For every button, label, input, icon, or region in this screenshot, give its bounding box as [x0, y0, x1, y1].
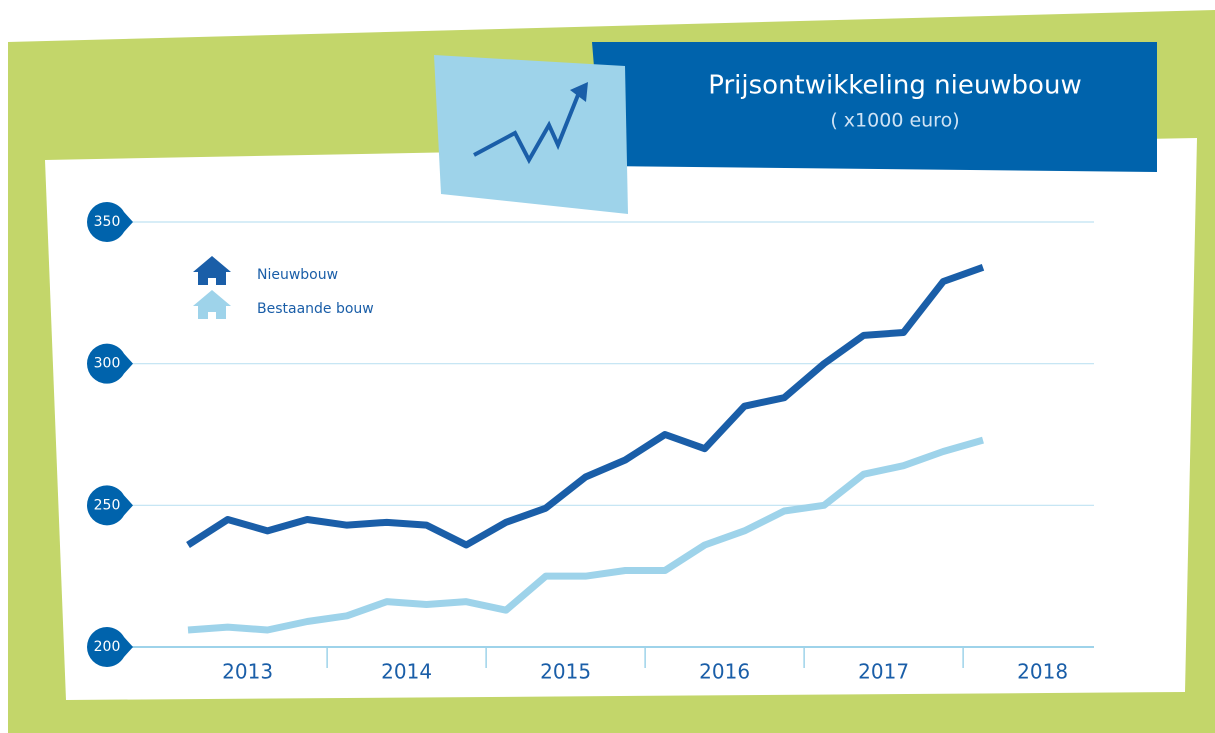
icon-box — [434, 55, 628, 214]
icon-arrow — [473, 89, 582, 165]
y-tick-label: 200 — [94, 639, 121, 655]
x-tick-label: 2018 — [1017, 660, 1068, 684]
series-line — [186, 264, 985, 549]
x-tick-label: 2014 — [381, 660, 432, 684]
series-line — [187, 436, 984, 634]
icon-arrowhead — [570, 82, 588, 102]
chart-title: Prijsontwikkeling nieuwbouw — [708, 71, 1081, 101]
y-tick-badge — [87, 343, 133, 384]
title-box — [592, 42, 1157, 172]
y-tick-badge — [86, 485, 133, 526]
x-tick-label: 2017 — [858, 660, 909, 684]
legend-label: Nieuwbouw — [257, 267, 338, 283]
x-tick-label: 2016 — [699, 660, 750, 684]
y-tick-badge — [87, 202, 133, 242]
legend-icon — [193, 256, 231, 285]
x-tick-label: 2015 — [540, 660, 591, 684]
y-tick-badge — [87, 627, 133, 667]
y-tick-label: 350 — [94, 214, 121, 230]
chart-subtitle: ( x1000 euro) — [830, 110, 959, 132]
x-tick-label: 2013 — [222, 660, 273, 684]
panel — [45, 138, 1197, 700]
y-tick-label: 250 — [94, 497, 121, 513]
y-tick-label: 300 — [94, 356, 121, 372]
legend-label: Bestaande bouw — [257, 301, 374, 317]
legend-icon — [193, 290, 231, 319]
